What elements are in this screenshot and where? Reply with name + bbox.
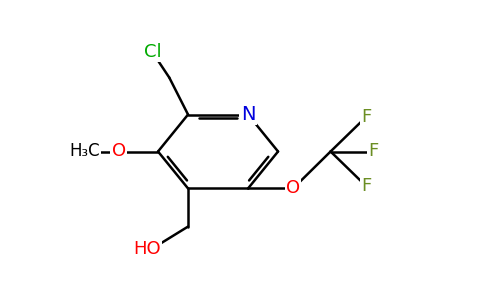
Text: H₃C: H₃C — [70, 142, 100, 160]
Text: F: F — [361, 108, 371, 126]
Text: O: O — [286, 179, 300, 197]
Text: N: N — [241, 105, 255, 124]
Text: O: O — [112, 142, 126, 160]
Text: HO: HO — [133, 239, 161, 257]
Text: F: F — [369, 142, 379, 160]
Text: F: F — [361, 177, 371, 195]
Text: Cl: Cl — [144, 43, 161, 61]
